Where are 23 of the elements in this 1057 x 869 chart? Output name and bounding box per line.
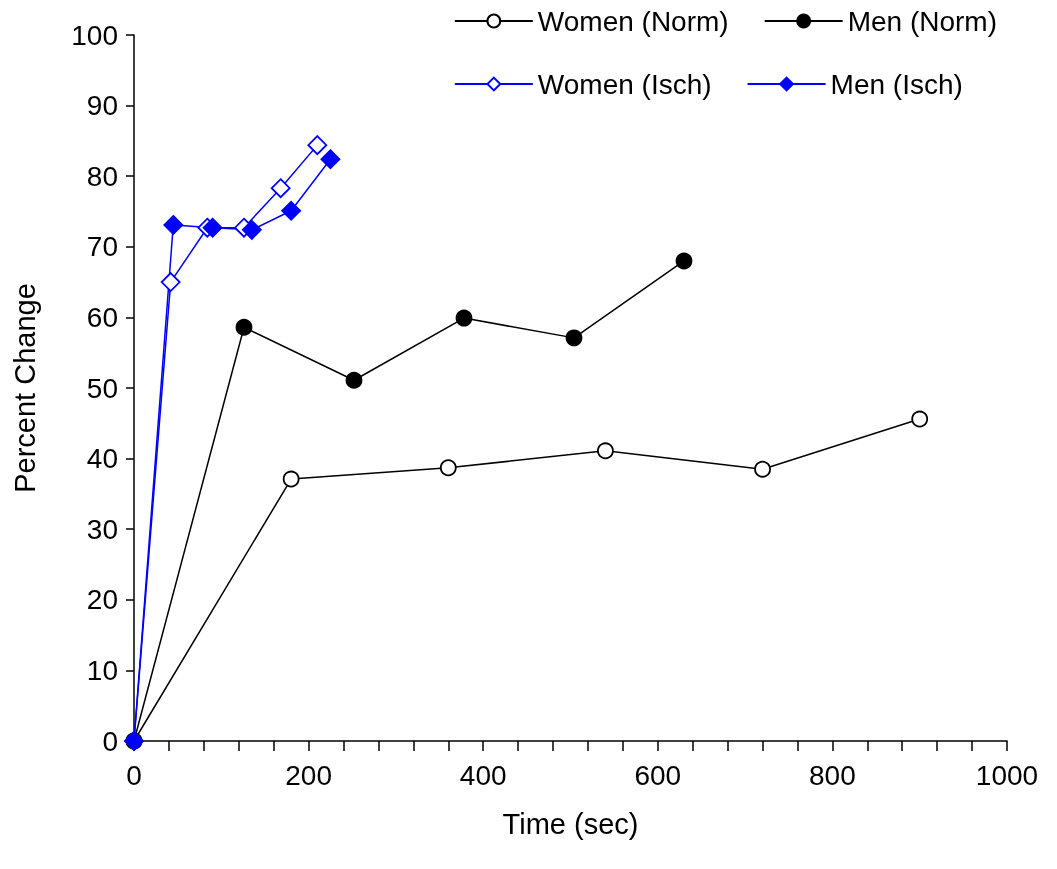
x-tick-label: 0 [126,759,142,791]
y-tick-label: 30 [86,513,118,545]
legend-label: Women (Isch) [537,68,712,100]
y-axis-title: Percent Change [8,283,41,493]
y-tick-label: 100 [71,19,118,51]
y-tick-label: 70 [86,231,118,263]
y-tick-label: 10 [86,654,118,686]
y-tick-label: 50 [86,372,118,404]
y-tick-label: 0 [102,725,118,757]
x-tick-label: 400 [459,759,507,791]
y-tick-label: 60 [86,301,118,333]
x-tick-label: 600 [634,759,682,791]
x-tick-label: 800 [809,759,856,791]
legend-label: Men (Isch) [830,68,963,100]
x-axis-title: Time (sec) [502,807,639,840]
y-tick-label: 90 [86,90,118,122]
y-tick-label: 80 [86,160,118,192]
y-tick-label: 40 [86,443,118,475]
legend-label: Men (Norm) [847,5,998,37]
x-tick-label: 200 [285,759,332,791]
x-tick-label: 1000 [975,759,1039,791]
y-tick-label: 20 [86,584,118,616]
legend-label: Women (Norm) [537,5,729,37]
